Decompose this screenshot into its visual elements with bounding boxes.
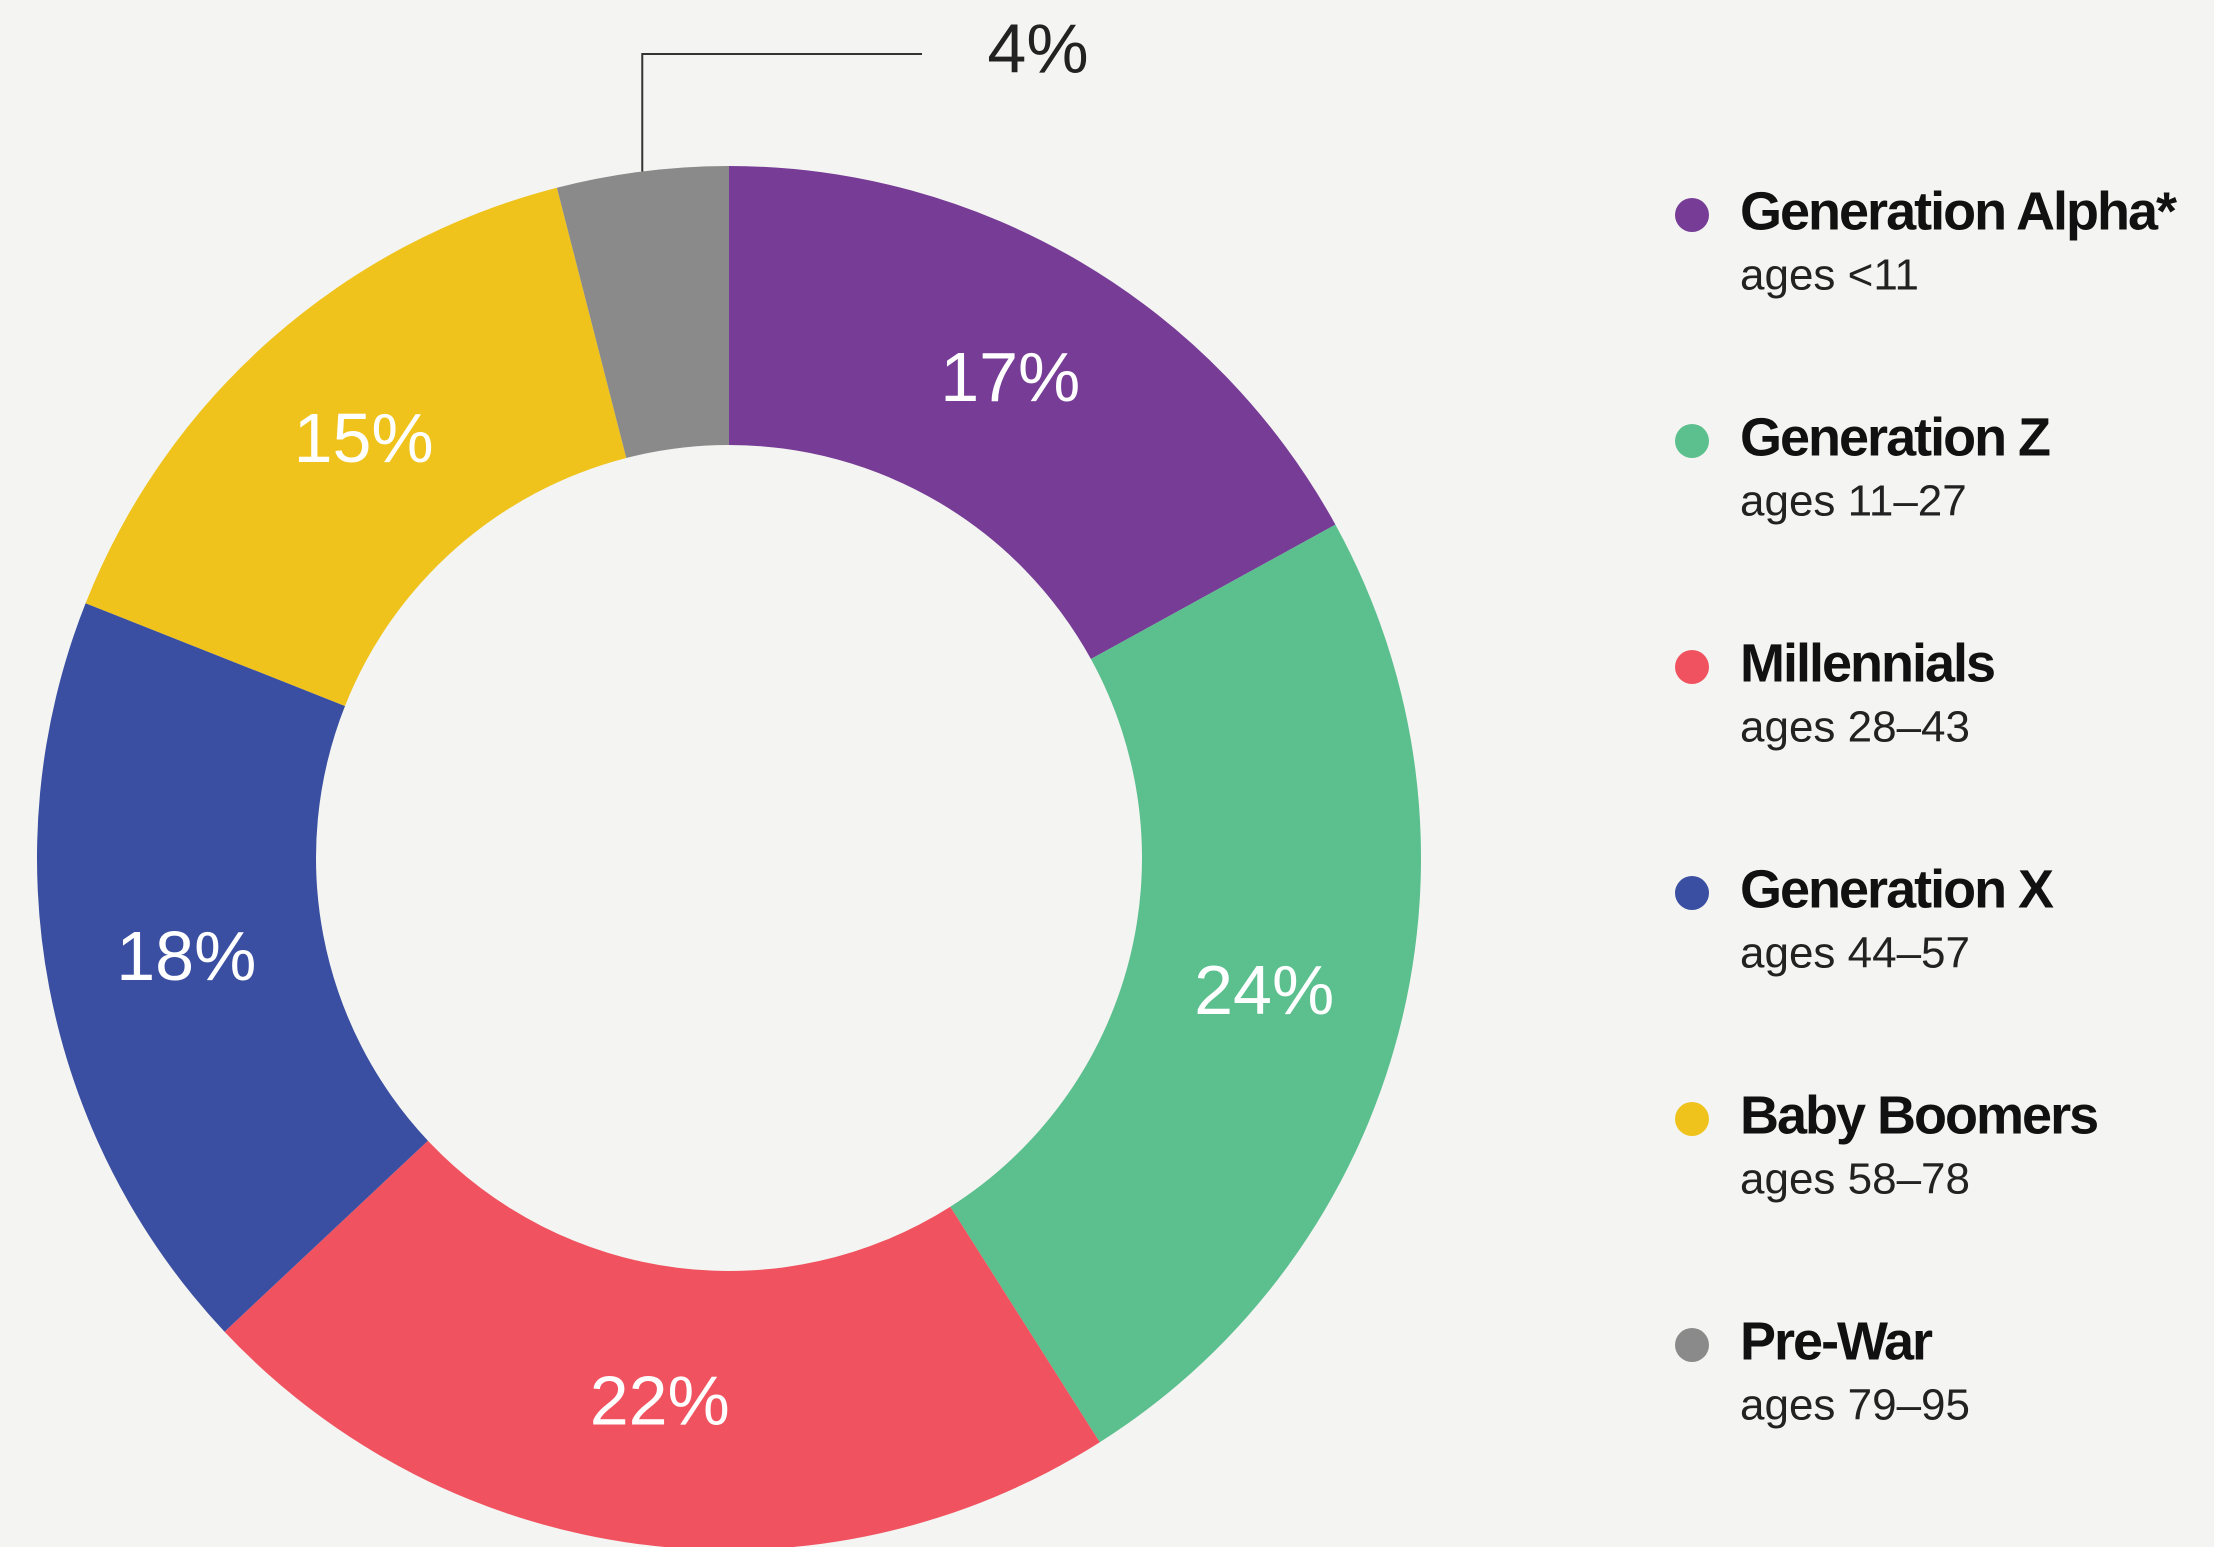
legend-label: Baby Boomers (1740, 1085, 2097, 1145)
legend-marker (1675, 424, 1709, 458)
outside-label: 4% (987, 9, 1088, 87)
legend-label: Pre-War (1740, 1311, 1933, 1371)
legend-note: ages 58–78 (1740, 1155, 1970, 1204)
donut-slice (85, 187, 627, 706)
slice-label: 17% (940, 338, 1080, 416)
donut-slice (556, 166, 729, 458)
slice-label: 18% (116, 917, 256, 995)
donut-slice (729, 166, 1336, 660)
slice-label: 22% (590, 1362, 730, 1440)
slice-label: 15% (294, 399, 434, 477)
donut-slice (950, 524, 1421, 1443)
legend-label: Generation Alpha* (1740, 181, 2177, 241)
slice-label: 24% (1194, 951, 1334, 1029)
donut-slice (224, 1140, 1100, 1547)
legend-marker (1675, 1102, 1709, 1136)
legend-note: ages 44–57 (1740, 929, 1970, 978)
legend-marker (1675, 876, 1709, 910)
legend-marker (1675, 198, 1709, 232)
legend-label: Generation X (1740, 859, 2054, 919)
legend-note: ages 79–95 (1740, 1381, 1970, 1430)
legend-note: ages 11–27 (1740, 477, 1967, 526)
legend-marker (1675, 650, 1709, 684)
legend-label: Millennials (1740, 633, 1994, 693)
leader-line (641, 53, 922, 172)
legend-note: ages <11 (1740, 251, 1919, 300)
legend-marker (1675, 1328, 1709, 1362)
donut-slice (37, 603, 428, 1332)
legend-label: Generation Z (1740, 407, 2050, 467)
legend-note: ages 28–43 (1740, 703, 1970, 752)
